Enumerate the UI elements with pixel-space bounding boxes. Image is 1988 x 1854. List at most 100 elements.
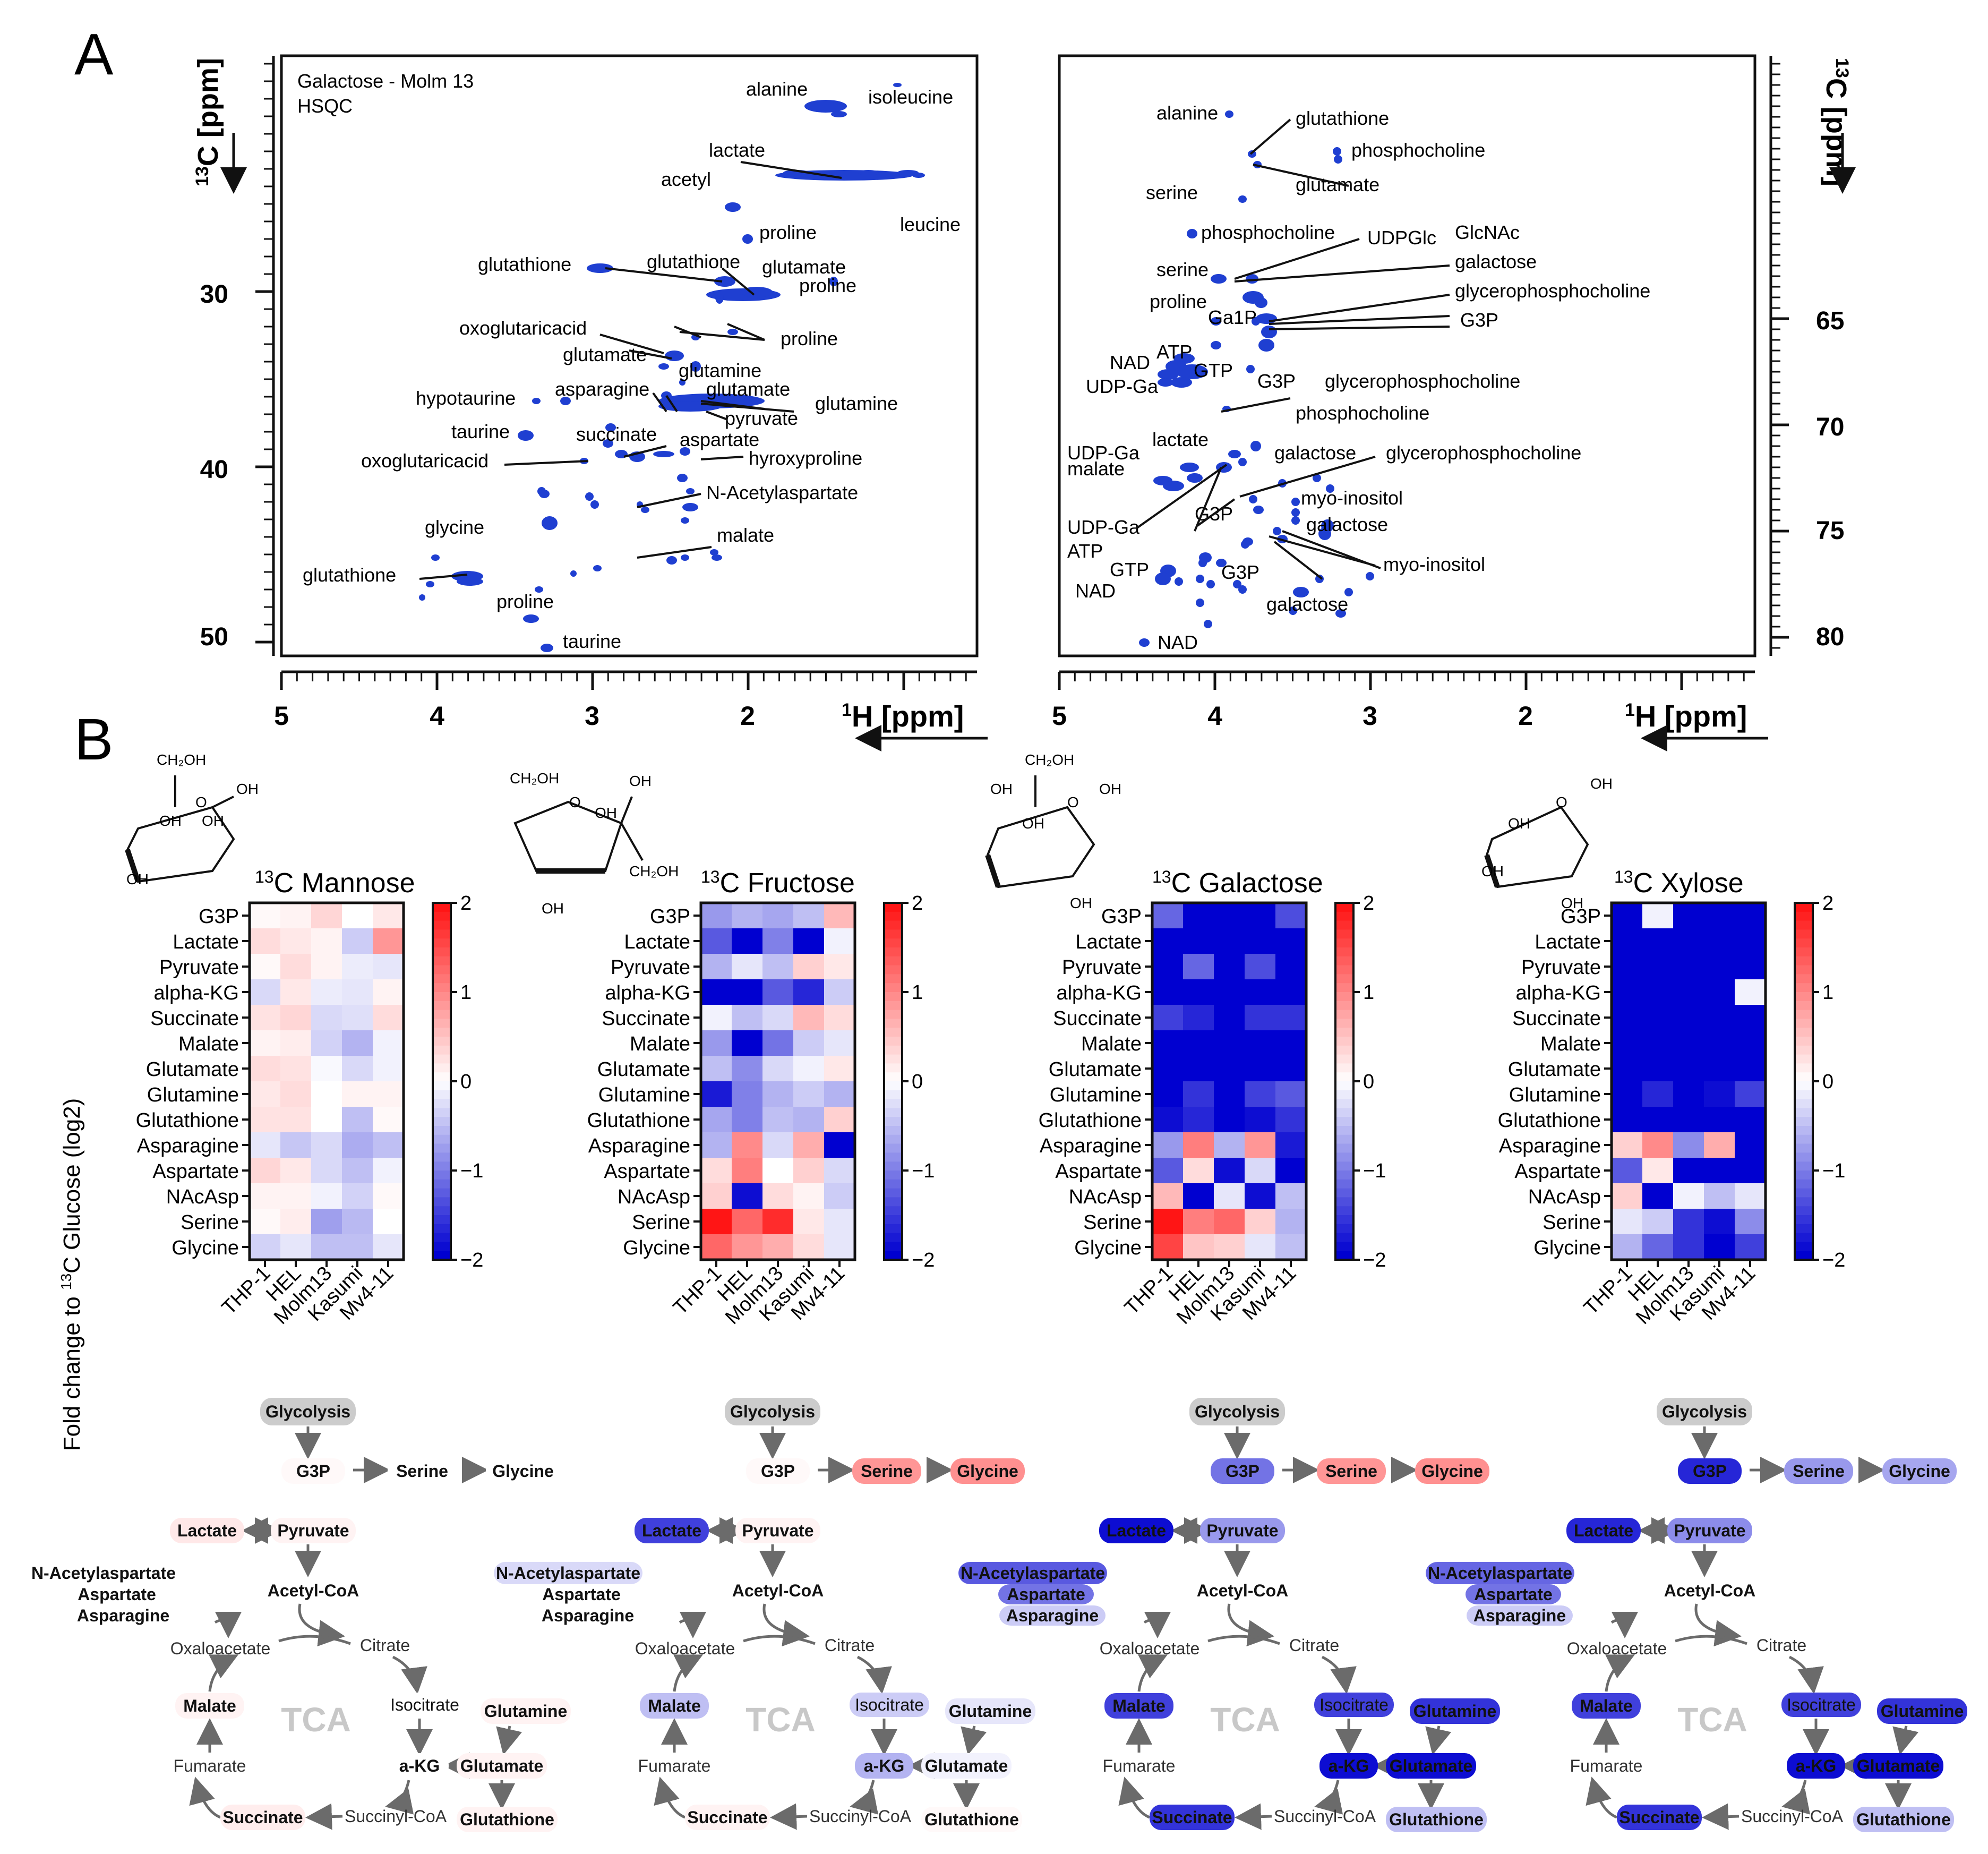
heatmap-cell bbox=[793, 979, 825, 1005]
pathway-node-serine: Serine bbox=[861, 1462, 913, 1481]
colorbar-tick-label: 1 bbox=[460, 981, 472, 1004]
colorbar-segment bbox=[433, 1108, 451, 1118]
heatmap-cell bbox=[1673, 1005, 1704, 1031]
peak-label: ATP bbox=[1156, 341, 1192, 363]
heatmap-row-label: Aspartate bbox=[1055, 1160, 1142, 1183]
heatmap-cell bbox=[1245, 928, 1276, 954]
label-leader-line bbox=[1269, 326, 1450, 330]
pathway-node-bg bbox=[390, 1753, 449, 1779]
heatmap-cell bbox=[793, 1005, 825, 1031]
heatmap-cell bbox=[824, 1183, 855, 1209]
pathway-2: TCA Glycolysis G3P Serine Glycine Lactate Pyru… bbox=[958, 1398, 1500, 1832]
heatmap-cell bbox=[1642, 954, 1674, 980]
heatmap-row-label: Succinate bbox=[1512, 1007, 1601, 1030]
pathway-node-lactate: Lactate bbox=[1107, 1521, 1166, 1540]
heatmap-cell bbox=[1214, 903, 1245, 929]
heatmap-cell bbox=[1735, 1132, 1766, 1158]
heatmap-cell bbox=[373, 979, 404, 1005]
peak-label: glutamate bbox=[706, 378, 790, 400]
colorbar-segment bbox=[1795, 1072, 1813, 1082]
heatmap-cell bbox=[793, 1081, 825, 1107]
colorbar-segment bbox=[433, 1215, 451, 1225]
colorbar-segment bbox=[884, 1242, 902, 1252]
heatmap-cell bbox=[1275, 1081, 1307, 1107]
nmr-peak bbox=[679, 379, 685, 386]
heatmap-cell bbox=[793, 1132, 825, 1158]
nmr-peak bbox=[1158, 369, 1179, 380]
nmr-peak bbox=[658, 363, 669, 370]
heatmap-cell bbox=[762, 1234, 794, 1260]
heatmap-cell bbox=[342, 1107, 373, 1133]
peak-label: proline bbox=[1150, 291, 1207, 312]
peak-label: hypotaurine bbox=[416, 387, 516, 409]
colorbar-segment bbox=[884, 1099, 902, 1109]
heatmap-cell bbox=[1704, 1183, 1735, 1209]
heatmap-row-label: alpha-KG bbox=[605, 982, 690, 1004]
heatmap-row-label: G3P bbox=[199, 905, 239, 928]
peak-label: proline bbox=[781, 328, 838, 349]
peak-label: myo-inositol bbox=[1383, 553, 1485, 575]
heatmap-cell bbox=[732, 1183, 763, 1209]
peak-label: glutamate bbox=[563, 344, 647, 365]
colorbar-segment bbox=[1795, 1161, 1813, 1171]
colorbar-segment bbox=[884, 1143, 902, 1154]
pathway-node-bg bbox=[1386, 1753, 1476, 1779]
colorbar-segment bbox=[433, 1251, 451, 1260]
colorbar-segment bbox=[1795, 1028, 1813, 1037]
peak-label: GlcNAc bbox=[1455, 221, 1520, 243]
label-leader-line bbox=[637, 493, 701, 508]
colorbar-segment bbox=[1795, 1081, 1813, 1091]
heatmap-cell bbox=[701, 1030, 732, 1056]
heatmap-cell bbox=[701, 1234, 732, 1260]
heatmap-cell bbox=[1612, 954, 1643, 980]
nmr-peak bbox=[1196, 575, 1204, 583]
colorbar-segment bbox=[1335, 920, 1353, 930]
nmr-peak bbox=[587, 263, 613, 273]
fructose-oh-1: OH bbox=[629, 773, 652, 789]
pathway-node-pyruvate: Pyruvate bbox=[1206, 1521, 1278, 1540]
nmr-peak bbox=[1326, 484, 1334, 493]
colorbar-segment bbox=[884, 1134, 902, 1144]
pathway-node-bg bbox=[945, 1698, 1035, 1724]
colorbar-segment bbox=[884, 1117, 902, 1126]
xylose-oh-2: OH bbox=[1508, 815, 1530, 832]
pathway-node-bg bbox=[725, 1398, 820, 1425]
panel-b-letter: B bbox=[74, 707, 113, 772]
heatmap-cell bbox=[701, 903, 732, 929]
colorbar-segment bbox=[433, 983, 451, 993]
nmr-peak bbox=[431, 554, 440, 561]
heatmap-cell bbox=[1214, 1056, 1245, 1082]
peak-label: proline bbox=[496, 591, 554, 612]
heatmap-cell bbox=[1152, 1056, 1184, 1082]
pathway-node-bg bbox=[640, 1693, 709, 1719]
pathway-arrow bbox=[856, 1655, 892, 1694]
nmr-peak bbox=[1238, 195, 1247, 203]
pathway-node-bg bbox=[1104, 1693, 1173, 1719]
heatmap-1: 13C Fructose G3P Lactate Pyruvate alpha-KG Su… bbox=[587, 867, 935, 1329]
heatmap-cell bbox=[1704, 1005, 1735, 1031]
nmr-peak bbox=[1291, 516, 1300, 525]
heatmap-row-label: Glutamine bbox=[1050, 1084, 1142, 1106]
peak-label: alanine bbox=[746, 78, 808, 100]
heatmap-cell bbox=[1275, 954, 1307, 980]
pathway-node-bg bbox=[457, 1753, 547, 1779]
heatmap-cell bbox=[342, 1183, 373, 1209]
galactose-oh-1: OH bbox=[990, 781, 1013, 797]
colorbar-segment bbox=[1795, 992, 1813, 1002]
mannose-oh-2: OH bbox=[159, 813, 182, 829]
heatmap-cell bbox=[1735, 1183, 1766, 1209]
pathway-node-malate: Malate bbox=[183, 1696, 236, 1715]
pathway-node-fumarate: Fumarate bbox=[1103, 1756, 1176, 1775]
heatmap-cell bbox=[1735, 1030, 1766, 1056]
galactose-o: O bbox=[1067, 794, 1079, 810]
heatmap-cell bbox=[373, 954, 404, 980]
colorbar-segment bbox=[433, 1197, 451, 1207]
colorbar-segment bbox=[1795, 947, 1813, 957]
heatmap-row-label: Aspartate bbox=[604, 1160, 690, 1183]
heatmap-cell bbox=[280, 979, 312, 1005]
heatmap-cell bbox=[1245, 1081, 1276, 1107]
heatmap-cell bbox=[762, 1107, 794, 1133]
peak-label: succinate bbox=[576, 423, 657, 445]
colorbar-segment bbox=[884, 965, 902, 975]
heatmap-cell bbox=[1704, 1030, 1735, 1056]
